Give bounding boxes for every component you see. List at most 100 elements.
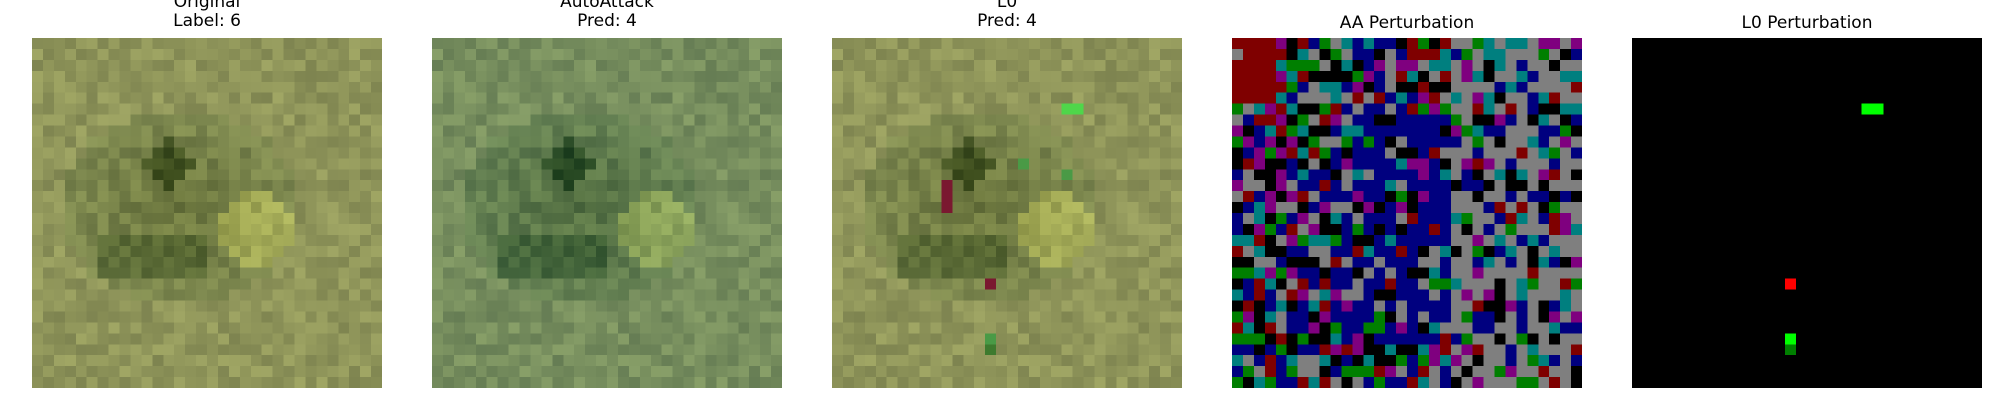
image-pixel [196, 289, 207, 301]
background-pixel [1894, 234, 1906, 246]
image-pixel [42, 125, 54, 137]
image-pixel [1171, 81, 1182, 93]
image-pixel [442, 355, 454, 367]
image-pixel [1083, 333, 1095, 345]
image-pixel [585, 136, 597, 148]
image-pixel [1028, 136, 1040, 148]
image-pixel [607, 114, 618, 126]
image-pixel [174, 48, 186, 60]
image-pixel [996, 213, 1007, 224]
noise-pixel [1417, 180, 1429, 192]
image-pixel [661, 223, 673, 235]
noise-pixel [1264, 81, 1276, 93]
noise-pixel [1439, 202, 1451, 213]
background-pixel [1697, 103, 1709, 115]
background-pixel [1785, 125, 1797, 137]
image-pixel [163, 289, 175, 301]
image-pixel [1171, 114, 1182, 126]
noise-pixel [1571, 125, 1582, 137]
image-pixel [853, 48, 865, 60]
image-pixel [875, 191, 887, 203]
noise-pixel [1505, 278, 1517, 290]
image-pixel [919, 344, 931, 356]
image-pixel [196, 158, 207, 170]
image-pixel [963, 147, 975, 159]
image-pixel [207, 223, 218, 235]
image-pixel [1028, 213, 1040, 224]
background-pixel [1664, 202, 1676, 213]
noise-pixel [1286, 158, 1298, 170]
image-pixel [563, 38, 575, 49]
image-pixel [875, 245, 887, 257]
image-pixel [442, 289, 454, 301]
background-pixel [1807, 289, 1818, 301]
image-pixel [639, 191, 651, 203]
image-pixel [842, 158, 854, 170]
image-pixel [727, 38, 739, 49]
noise-pixel [1439, 300, 1451, 312]
image-pixel [738, 70, 750, 82]
image-pixel [53, 92, 65, 104]
image-pixel [349, 311, 361, 323]
image-pixel [853, 158, 865, 170]
image-pixel [919, 333, 931, 345]
image-pixel [749, 59, 761, 71]
image-pixel [941, 355, 953, 367]
image-pixel [316, 300, 328, 312]
image-pixel [541, 70, 553, 82]
background-pixel [1938, 267, 1950, 279]
image-pixel [683, 191, 695, 203]
image-pixel [897, 300, 909, 312]
noise-pixel [1242, 48, 1254, 60]
image-pixel [1094, 103, 1106, 115]
panel-title-line2: Pred: 4 [577, 11, 637, 31]
noise-pixel [1385, 355, 1397, 367]
background-pixel [1850, 245, 1862, 257]
image-pixel [705, 180, 717, 192]
background-pixel [1894, 256, 1906, 268]
image-pixel [875, 180, 887, 192]
image-pixel [661, 158, 673, 170]
image-pixel [261, 125, 273, 137]
image-pixel [1028, 322, 1040, 334]
noise-pixel [1330, 245, 1342, 257]
image-pixel [530, 311, 542, 323]
background-pixel [1807, 278, 1818, 290]
image-pixel [1160, 322, 1172, 334]
background-pixel [1686, 213, 1698, 224]
image-pixel [842, 48, 854, 60]
image-pixel [327, 278, 339, 290]
noise-pixel [1450, 300, 1462, 312]
background-pixel [1883, 169, 1895, 181]
image-pixel [574, 38, 586, 49]
image-pixel [371, 48, 382, 60]
image-pixel [1072, 267, 1084, 279]
image-pixel [1171, 158, 1182, 170]
image-pixel [338, 289, 350, 301]
image-pixel [1160, 202, 1172, 213]
image-pixel [283, 344, 295, 356]
image-pixel [1160, 169, 1172, 181]
image-pixel [727, 114, 739, 126]
image-pixel [239, 191, 251, 203]
background-pixel [1774, 147, 1786, 159]
image-pixel [864, 256, 876, 268]
image-pixel [432, 344, 443, 356]
image-pixel [64, 48, 76, 60]
image-pixel [963, 278, 975, 290]
image-pixel [683, 223, 695, 235]
image-pixel [563, 355, 575, 367]
image-pixel [897, 267, 909, 279]
image-pixel [316, 278, 328, 290]
image-pixel [864, 267, 876, 279]
background-pixel [1741, 81, 1753, 93]
noise-pixel [1341, 267, 1353, 279]
background-pixel [1697, 234, 1709, 246]
image-pixel [875, 48, 887, 60]
image-pixel [694, 202, 706, 213]
background-pixel [1730, 70, 1742, 82]
noise-pixel [1308, 125, 1320, 137]
noise-pixel [1275, 234, 1287, 246]
noise-pixel [1439, 223, 1451, 235]
background-pixel [1642, 70, 1654, 82]
